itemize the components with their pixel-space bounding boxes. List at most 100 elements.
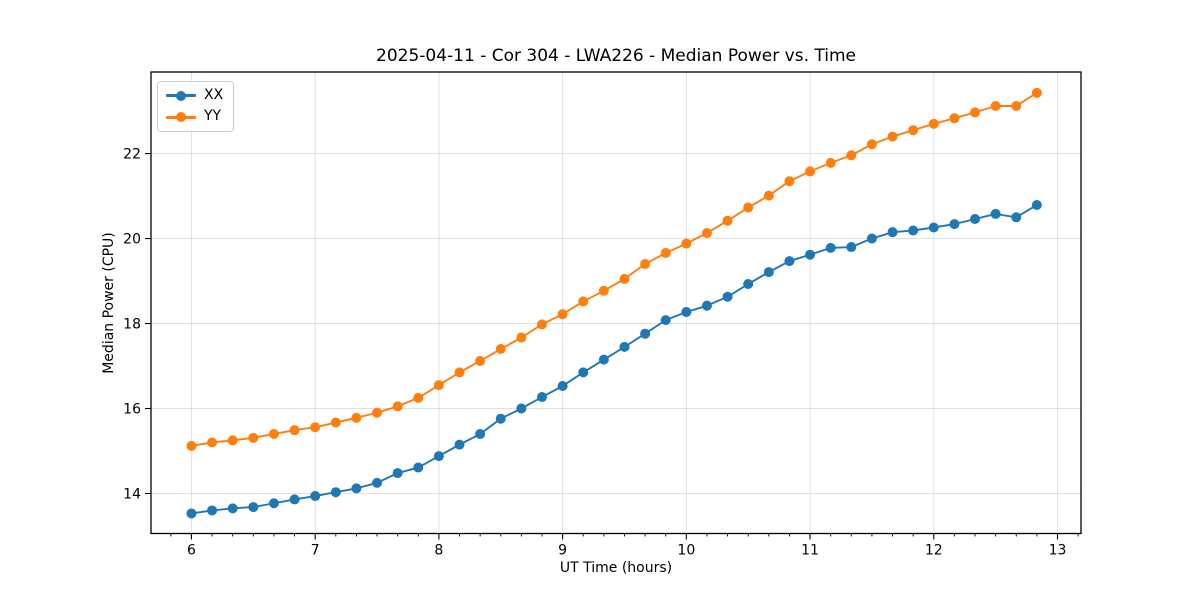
- x-tick-label: 9: [558, 543, 567, 559]
- x-tick-label: 7: [311, 543, 320, 559]
- legend-label-xx: XX: [204, 87, 224, 103]
- data-point-yy: [805, 166, 816, 177]
- x-tick-label: 12: [925, 543, 943, 559]
- data-point-xx: [805, 249, 816, 260]
- data-point-yy: [928, 118, 939, 129]
- chart-title: 2025-04-11 - Cor 304 - LWA226 - Median P…: [376, 46, 856, 66]
- data-point-xx: [949, 219, 960, 230]
- data-point-yy: [681, 238, 692, 249]
- legend-label-yy: YY: [204, 108, 222, 125]
- data-point-xx: [268, 498, 279, 509]
- data-point-xx: [701, 300, 712, 311]
- data-point-yy: [1031, 87, 1042, 98]
- data-point-xx: [825, 242, 836, 253]
- data-point-xx: [763, 267, 774, 278]
- x-tick-label: 6: [187, 543, 196, 559]
- data-point-xx: [351, 483, 362, 494]
- data-point-yy: [949, 113, 960, 124]
- data-point-xx: [660, 315, 671, 326]
- legend-item-yy: YY: [166, 108, 223, 125]
- data-point-yy: [619, 273, 630, 284]
- data-point-xx: [846, 242, 857, 253]
- data-point-yy: [640, 259, 651, 270]
- series-line-yy: [191, 92, 1038, 447]
- x-tick-label: 8: [434, 543, 443, 559]
- data-point-xx: [557, 380, 568, 391]
- data-point-yy: [516, 332, 527, 343]
- data-point-yy: [310, 422, 321, 433]
- data-point-xx: [536, 392, 547, 403]
- data-point-yy: [846, 150, 857, 161]
- data-point-xx: [784, 256, 795, 267]
- data-point-xx: [1031, 199, 1042, 210]
- data-point-xx: [433, 451, 444, 462]
- legend-marker-dot-yy: [176, 112, 186, 123]
- data-point-xx: [310, 491, 321, 502]
- legend-line-sample-xx: [166, 90, 196, 101]
- data-point-yy: [578, 296, 589, 307]
- legend-item-xx: XX: [166, 87, 224, 103]
- legend-line-sample-yy: [166, 112, 196, 123]
- data-point-yy: [743, 202, 754, 213]
- data-point-xx: [866, 233, 877, 244]
- data-point-xx: [619, 341, 630, 352]
- data-point-xx: [970, 214, 981, 225]
- data-point-xx: [495, 413, 506, 424]
- data-point-xx: [598, 354, 609, 365]
- data-point-yy: [392, 401, 403, 412]
- data-point-yy: [454, 367, 465, 378]
- data-point-yy: [784, 176, 795, 187]
- data-point-xx: [454, 439, 465, 450]
- data-point-yy: [1011, 100, 1022, 111]
- data-point-yy: [825, 157, 836, 168]
- data-point-xx: [392, 468, 403, 479]
- legend-marker-dot-xx: [176, 90, 186, 101]
- data-point-xx: [227, 503, 238, 514]
- data-point-yy: [763, 190, 774, 201]
- data-point-yy: [866, 139, 877, 150]
- y-tick-label: 18: [123, 317, 141, 333]
- x-tick-label: 11: [801, 543, 819, 559]
- y-tick-label: 14: [123, 486, 141, 502]
- data-point-yy: [887, 131, 898, 142]
- data-point-xx: [330, 487, 341, 498]
- data-point-xx: [248, 502, 259, 513]
- data-point-yy: [557, 309, 568, 320]
- data-point-yy: [186, 440, 197, 451]
- x-axis-label: UT Time (hours): [559, 560, 673, 576]
- data-point-yy: [660, 248, 671, 258]
- data-point-yy: [475, 355, 486, 366]
- axes-frame: [150, 71, 1082, 535]
- data-point-yy: [970, 107, 981, 118]
- data-point-yy: [598, 285, 609, 296]
- data-point-xx: [990, 208, 1001, 219]
- data-point-yy: [908, 125, 919, 136]
- series-line-xx: [191, 204, 1038, 515]
- data-point-yy: [701, 228, 712, 239]
- data-point-xx: [887, 227, 898, 238]
- data-point-yy: [495, 344, 506, 355]
- data-point-xx: [928, 222, 939, 233]
- data-point-yy: [227, 435, 238, 446]
- y-axis-label: Median Power (CPU): [101, 232, 117, 374]
- data-point-yy: [536, 319, 547, 330]
- data-point-xx: [1011, 212, 1022, 223]
- data-point-yy: [268, 428, 279, 439]
- data-point-yy: [351, 412, 362, 423]
- data-point-xx: [578, 367, 589, 378]
- data-point-xx: [908, 225, 919, 236]
- data-point-xx: [289, 494, 300, 505]
- y-tick-label: 20: [123, 232, 141, 248]
- data-point-xx: [372, 477, 383, 488]
- data-point-xx: [475, 428, 486, 439]
- data-point-xx: [640, 328, 651, 339]
- data-point-yy: [722, 215, 733, 226]
- legend: XX YY: [157, 81, 235, 132]
- data-point-yy: [248, 432, 259, 443]
- data-point-yy: [289, 425, 300, 436]
- data-point-yy: [207, 437, 218, 448]
- data-point-yy: [372, 407, 383, 418]
- data-point-xx: [743, 279, 754, 290]
